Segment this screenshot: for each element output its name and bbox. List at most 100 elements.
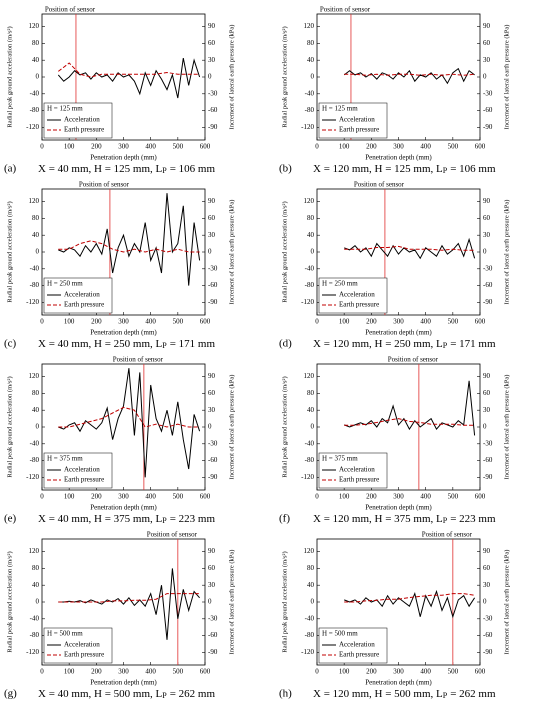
y-tick-label: -40	[30, 614, 40, 622]
x-tick-label: 300	[393, 318, 404, 326]
y-tick-label: 40	[32, 581, 40, 589]
x-tick-label: 600	[200, 668, 211, 676]
x-tick-label: 400	[145, 318, 156, 326]
y2-tick-label: -30	[208, 614, 218, 622]
y-tick-label: 120	[304, 372, 315, 380]
legend-label: Acceleration	[339, 466, 375, 474]
y-tick-label: -80	[30, 106, 40, 114]
y-axis-label: Radial peak ground acceleration (m/s²)	[6, 26, 13, 127]
annotation: Position of sensor	[422, 531, 473, 539]
x-tick-label: 0	[315, 493, 319, 501]
y-axis-label: Radial peak ground acceleration (m/s²)	[281, 201, 288, 302]
caption-main: X = 40 mm, H = 375 mm, L	[38, 513, 163, 525]
annotation: Position of sensor	[113, 356, 164, 364]
y2-tick-label: 30	[208, 581, 216, 589]
x-tick-label: 200	[91, 143, 102, 151]
x-tick-label: 600	[475, 493, 486, 501]
series-line	[344, 418, 475, 426]
y2-tick-label: 0	[483, 598, 487, 606]
annotation: Position of sensor	[388, 356, 439, 364]
y2-tick-label: 60	[208, 214, 216, 222]
series-line	[344, 589, 476, 619]
y-tick-label: 0	[36, 73, 40, 81]
y-tick-label: -120	[301, 298, 314, 306]
y-tick-label: 120	[29, 372, 40, 380]
y-tick-label: -80	[305, 281, 315, 289]
x-tick-label: 300	[118, 668, 129, 676]
y2-tick-label: 90	[483, 197, 491, 205]
y-tick-label: -80	[30, 456, 40, 464]
series-line	[58, 568, 200, 640]
caption: X = 40 mm, H = 500 mm, LP = 262 mm	[38, 688, 215, 700]
panel-label: (e)	[4, 513, 17, 525]
x-axis-label: Penetration depth (mm)	[365, 154, 432, 162]
series-line	[344, 380, 476, 436]
legend-title: H = 375 mm	[47, 455, 83, 463]
x-tick-label: 100	[339, 668, 350, 676]
x-tick-label: 400	[420, 493, 431, 501]
y-tick-label: -80	[305, 106, 315, 114]
y-tick-label: -40	[305, 439, 315, 447]
legend-label: Earth pressure	[339, 301, 379, 309]
y2-tick-label: 0	[483, 248, 487, 256]
legend-title: H = 375 mm	[322, 455, 358, 463]
x-axis-label: Penetration depth (mm)	[365, 504, 432, 512]
panel-label: (g)	[4, 688, 17, 700]
panel: 0 100 200 300 400 500 600-120-80-4004080120-90…	[279, 181, 510, 350]
caption-main: X = 40 mm, H = 250 mm, L	[38, 338, 163, 350]
x-tick-label: 0	[40, 668, 44, 676]
caption-sub: P	[162, 341, 167, 350]
legend-label: Earth pressure	[64, 126, 104, 134]
y-tick-label: 120	[304, 197, 315, 205]
legend-label: Earth pressure	[64, 301, 104, 309]
y2-tick-label: -60	[208, 106, 218, 114]
caption-sub: P	[443, 341, 448, 350]
y2-tick-label: 60	[483, 564, 491, 572]
y2-axis-label: Increment of lateral earth pressure (kPa…	[228, 200, 235, 305]
y2-tick-label: 30	[483, 581, 491, 589]
caption-main: X = 120 mm, H = 250 mm, L	[313, 338, 443, 350]
x-tick-label: 500	[173, 668, 184, 676]
y-tick-label: 80	[307, 39, 315, 47]
x-axis-label: Penetration depth (mm)	[90, 329, 157, 337]
x-tick-label: 600	[475, 143, 486, 151]
panel-label: (h)	[279, 688, 292, 700]
x-axis-label: Penetration depth (mm)	[365, 329, 432, 337]
caption-end: = 106 mm	[450, 163, 496, 175]
y-tick-label: -40	[305, 89, 315, 97]
caption: X = 40 mm, H = 375 mm, LP = 223 mm	[38, 513, 215, 525]
y2-tick-label: 90	[483, 22, 491, 30]
y2-tick-label: 0	[208, 598, 212, 606]
x-tick-label: 300	[393, 493, 404, 501]
series-line	[58, 406, 200, 428]
y2-tick-label: 90	[208, 372, 216, 380]
y2-tick-label: -90	[483, 473, 493, 481]
y-tick-label: -80	[305, 631, 315, 639]
caption-sub: P	[162, 691, 167, 700]
panel-label: (a)	[4, 163, 17, 175]
y-tick-label: 0	[311, 248, 315, 256]
panel-label: (d)	[279, 338, 292, 350]
caption: X = 120 mm, H = 125 mm, LP = 106 mm	[313, 163, 496, 175]
y2-tick-label: 30	[208, 231, 216, 239]
y-axis-label: Radial peak ground acceleration (m/s²)	[6, 376, 13, 477]
x-tick-label: 400	[420, 318, 431, 326]
series-line	[343, 67, 475, 85]
x-tick-label: 500	[173, 493, 184, 501]
legend-title: H = 500 mm	[322, 630, 358, 638]
caption: X = 40 mm, H = 250 mm, LP = 171 mm	[38, 338, 215, 350]
legend-title: H = 125 mm	[322, 105, 358, 113]
series-line	[57, 62, 200, 78]
x-tick-label: 0	[40, 493, 44, 501]
legend-title: H = 500 mm	[47, 630, 83, 638]
panel-label: (f)	[279, 513, 290, 525]
y2-tick-label: 90	[208, 197, 216, 205]
y2-tick-label: 0	[208, 248, 212, 256]
x-tick-label: 200	[91, 493, 102, 501]
caption-sub: P	[443, 166, 448, 175]
y2-tick-label: 90	[208, 22, 216, 30]
y-tick-label: 120	[29, 547, 40, 555]
x-tick-label: 100	[339, 493, 350, 501]
caption-main: X = 120 mm, H = 375 mm, L	[313, 513, 443, 525]
y-tick-label: -120	[301, 648, 314, 656]
